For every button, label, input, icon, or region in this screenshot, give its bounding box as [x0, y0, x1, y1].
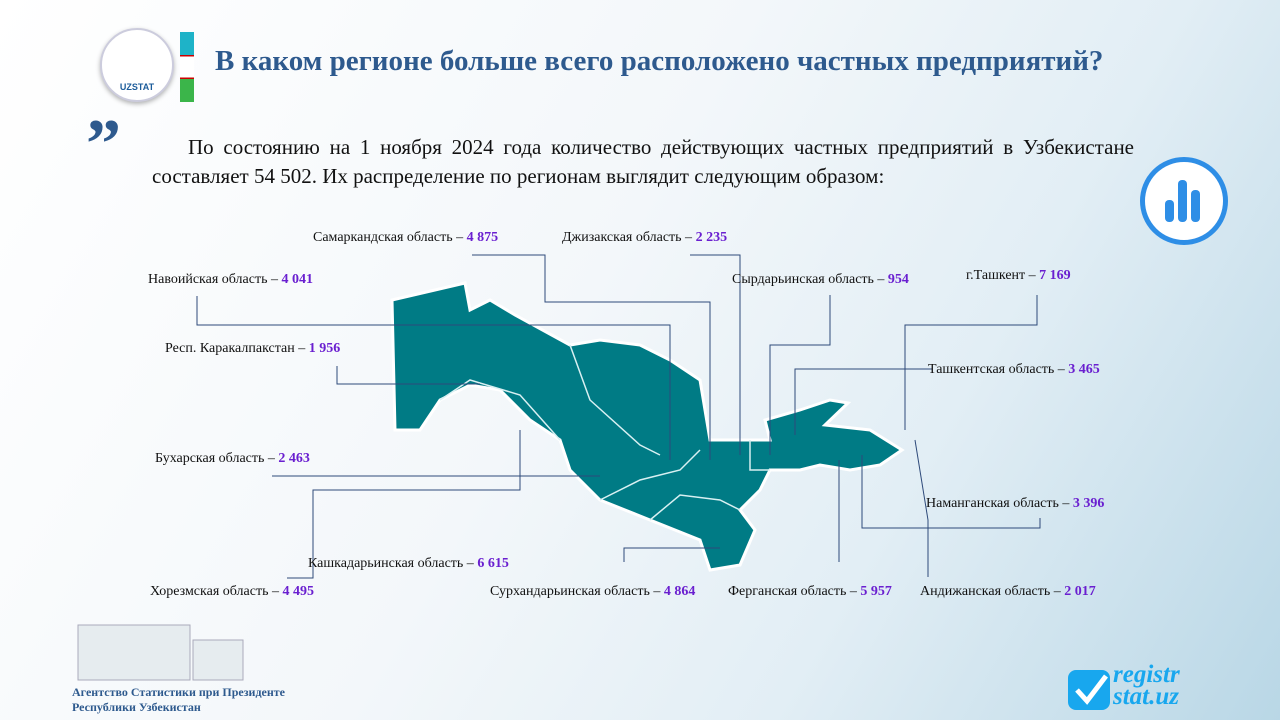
- registrstat-logo: registr stat.uz: [1113, 661, 1180, 710]
- label-bukhara: Бухарская область – 2 463: [155, 451, 310, 466]
- page-title: В каком регионе больше всего расположено…: [215, 45, 1104, 77]
- label-karakalpakstan: Респ. Каракалпакстан – 1 956: [165, 341, 341, 356]
- label-fergana: Ферганская область – 5 957: [728, 584, 892, 599]
- label-namangan: Наманганская область – 3 396: [926, 496, 1105, 511]
- label-samarkand: Самаркандская область – 4 875: [313, 230, 499, 245]
- uzstat-logo: UZSTAT: [100, 28, 174, 102]
- checkmark-icon: [1068, 670, 1110, 710]
- footer-agency: Агентство Статистики при Президенте Респу…: [72, 685, 285, 714]
- leader-lines: [196, 254, 1041, 579]
- label-kashkadarya: Кашкадарьинская область – 6 615: [308, 556, 509, 571]
- label-andijan: Андижанская область – 2 017: [920, 584, 1096, 599]
- label-khorezm: Хорезмская область – 4 495: [150, 584, 314, 599]
- label-jizzakh: Джизакская область – 2 235: [562, 230, 728, 245]
- label-syrdarya: Сырдарьинская область – 954: [732, 272, 909, 287]
- label-surkhandarya: Сурхандарьинская область – 4 864: [490, 584, 696, 599]
- label-tashkent-region: Ташкентская область – 3 465: [928, 362, 1100, 377]
- bar-chart-icon: [1140, 157, 1228, 245]
- label-navoi: Навоийская область – 4 041: [148, 272, 313, 287]
- uzbekistan-map: [390, 281, 905, 572]
- flag-stripe: [180, 32, 194, 102]
- quote-icon: ”: [86, 106, 121, 183]
- region-borders: [439, 344, 770, 521]
- intro-text: По состоянию на 1 ноября 2024 года колич…: [152, 135, 1134, 188]
- label-tashkent-city: г.Ташкент – 7 169: [966, 268, 1071, 283]
